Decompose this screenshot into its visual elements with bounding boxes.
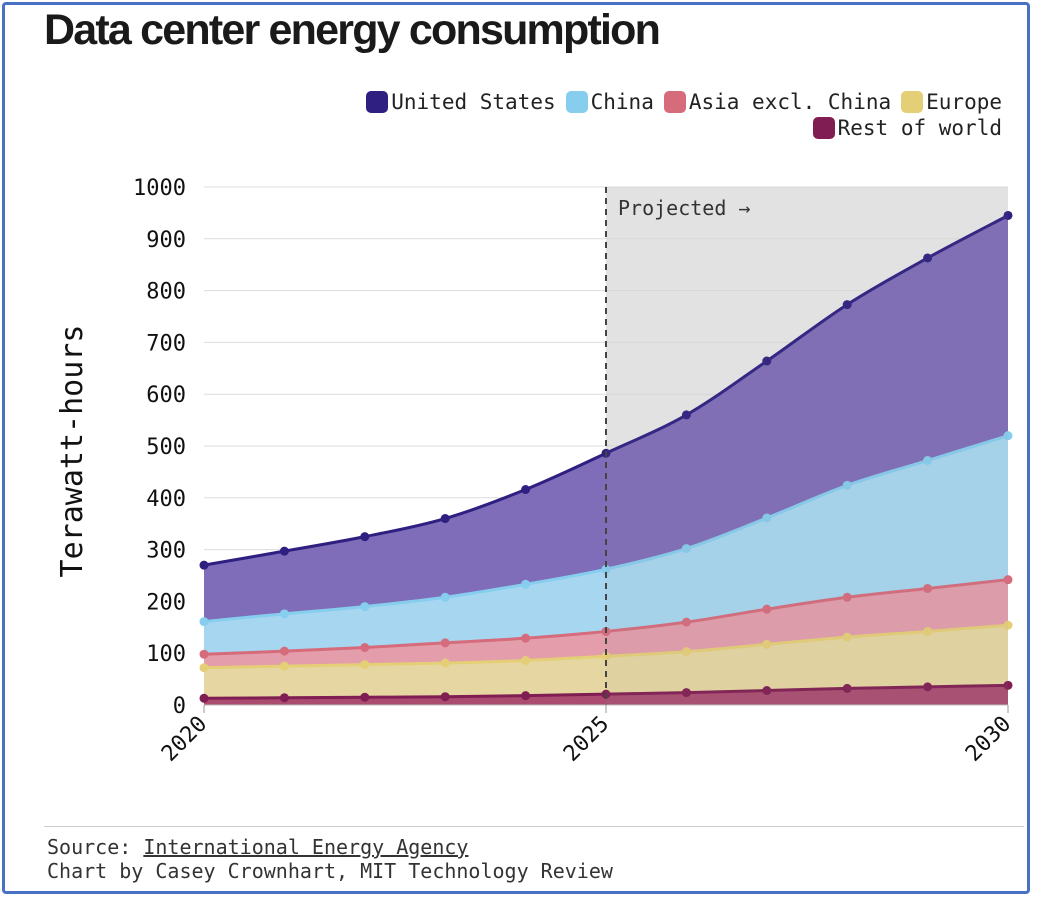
point-asia-excl-china [440,638,450,648]
point-europe [279,661,289,671]
legend-item: Asia excl. China [663,90,892,114]
point-rest-of-world [842,683,852,693]
point-europe [923,626,933,636]
y-tick-label: 100 [146,642,186,667]
legend-label: Rest of world [837,116,1002,140]
point-asia-excl-china [1003,575,1013,585]
projected-label: Projected → [618,196,750,220]
legend-item: United States [366,90,556,114]
point-china [762,513,772,523]
point-china [923,456,933,466]
projected-overlay [606,187,1008,705]
legend-swatch [366,91,389,113]
point-china [1003,431,1013,441]
legend-swatch [565,91,588,113]
point-rest-of-world [440,692,450,702]
y-tick-label: 1000 [133,176,186,201]
point-united-states [279,546,289,556]
chart-credit: Chart by Casey Crownhart, MIT Technology… [47,859,613,883]
legend-item: Europe [901,90,1002,114]
point-united-states [923,253,933,263]
legend-swatch [663,91,686,113]
point-asia-excl-china [762,604,772,614]
legend-swatch [901,91,924,113]
point-rest-of-world [681,688,691,698]
legend-label: United States [391,90,556,114]
y-tick-label: 300 [146,539,186,564]
point-united-states [521,485,531,495]
point-rest-of-world [923,682,933,692]
source-note: Source: International Energy Agency Char… [47,835,613,883]
y-axis-label: Terawatt-hours [55,325,90,578]
legend-label: Asia excl. China [688,90,892,114]
point-rest-of-world [360,692,370,702]
point-china [440,592,450,602]
point-asia-excl-china [681,617,691,627]
legend-label: Europe [926,90,1002,114]
footer-divider [44,826,1024,827]
point-china [360,602,370,612]
point-asia-excl-china [842,592,852,602]
point-united-states [199,560,209,570]
point-europe [521,655,531,665]
y-tick-label: 200 [146,590,186,615]
x-tick-label: 2020 [157,712,212,767]
point-europe [1003,620,1013,630]
legend-label: China [590,90,654,114]
source-prefix: Source: [47,835,144,859]
point-asia-excl-china [521,633,531,643]
point-china [681,544,691,554]
point-rest-of-world [1003,680,1013,690]
point-rest-of-world [279,693,289,703]
point-asia-excl-china [199,649,209,659]
point-united-states [842,300,852,310]
point-europe [440,658,450,668]
chart-title: Data center energy consumption [44,6,661,54]
point-asia-excl-china [360,643,370,653]
legend-item: Rest of world [812,116,1002,140]
point-europe [681,647,691,657]
point-asia-excl-china [279,646,289,656]
point-europe [601,651,611,661]
point-united-states [360,532,370,542]
y-tick-label: 800 [146,280,186,305]
point-china [199,617,209,627]
point-china [521,579,531,589]
point-china [279,609,289,619]
y-tick-label: 600 [146,383,186,408]
point-europe [842,632,852,642]
x-tick-label: 2030 [961,712,1016,767]
legend-item: China [565,90,654,114]
legend-swatch [812,117,835,139]
point-united-states [440,514,450,524]
chart-legend: United States China Asia excl. China Europe… [190,90,1002,140]
y-tick-label: 900 [146,228,186,253]
point-united-states [681,410,691,420]
source-link[interactable]: International Energy Agency [143,835,469,859]
point-asia-excl-china [923,583,933,593]
point-united-states [1003,210,1013,220]
point-europe [762,639,772,649]
point-rest-of-world [521,691,531,701]
point-europe [360,660,370,670]
y-tick-label: 0 [173,694,186,719]
point-europe [199,663,209,673]
y-tick-label: 400 [146,487,186,512]
point-rest-of-world [199,693,209,703]
point-rest-of-world [762,685,772,695]
y-tick-label: 500 [146,435,186,460]
point-china [601,564,611,574]
point-china [842,480,852,490]
y-tick-label: 700 [146,331,186,356]
point-united-states [762,356,772,366]
x-tick-label: 2025 [559,712,614,767]
